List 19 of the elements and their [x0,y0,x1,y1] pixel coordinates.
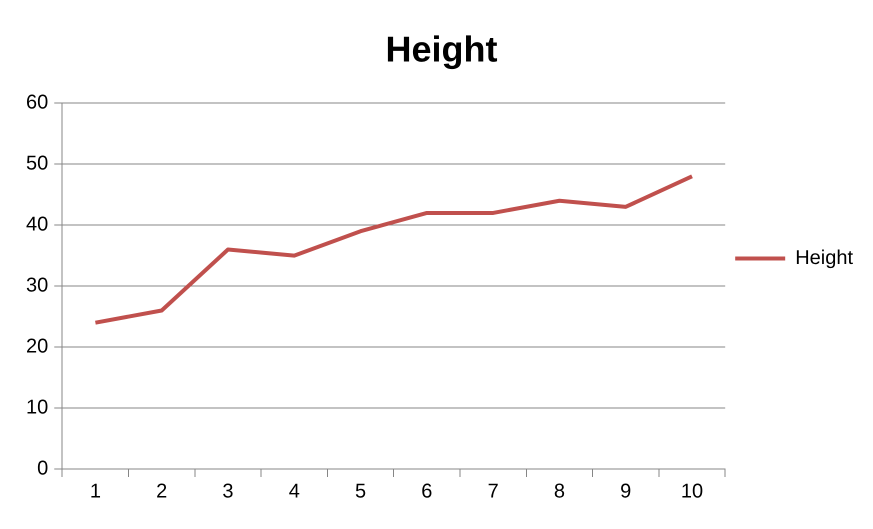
chart-title: Height [386,28,498,70]
legend-label: Height [795,247,854,270]
x-tick-label: 8 [554,480,566,503]
x-tick-label: 5 [355,480,366,503]
y-tick-label: 60 [26,92,48,114]
y-tick-label: 40 [26,214,48,236]
x-tick-label: 1 [90,480,101,503]
y-tick-label: 30 [26,274,48,297]
x-tick-label: 10 [680,480,704,503]
x-tick-label: 9 [620,480,632,503]
x-tick-label: 7 [488,480,499,503]
x-tick-label: 2 [156,480,168,503]
y-tick-label: 10 [26,396,48,419]
x-tick-label: 6 [421,480,432,503]
y-tick-label: 0 [37,458,48,480]
x-tick-label: 3 [222,480,234,503]
x-tick-label: 4 [288,480,300,503]
y-tick-label: 50 [26,152,48,175]
y-tick-label: 20 [26,336,48,358]
